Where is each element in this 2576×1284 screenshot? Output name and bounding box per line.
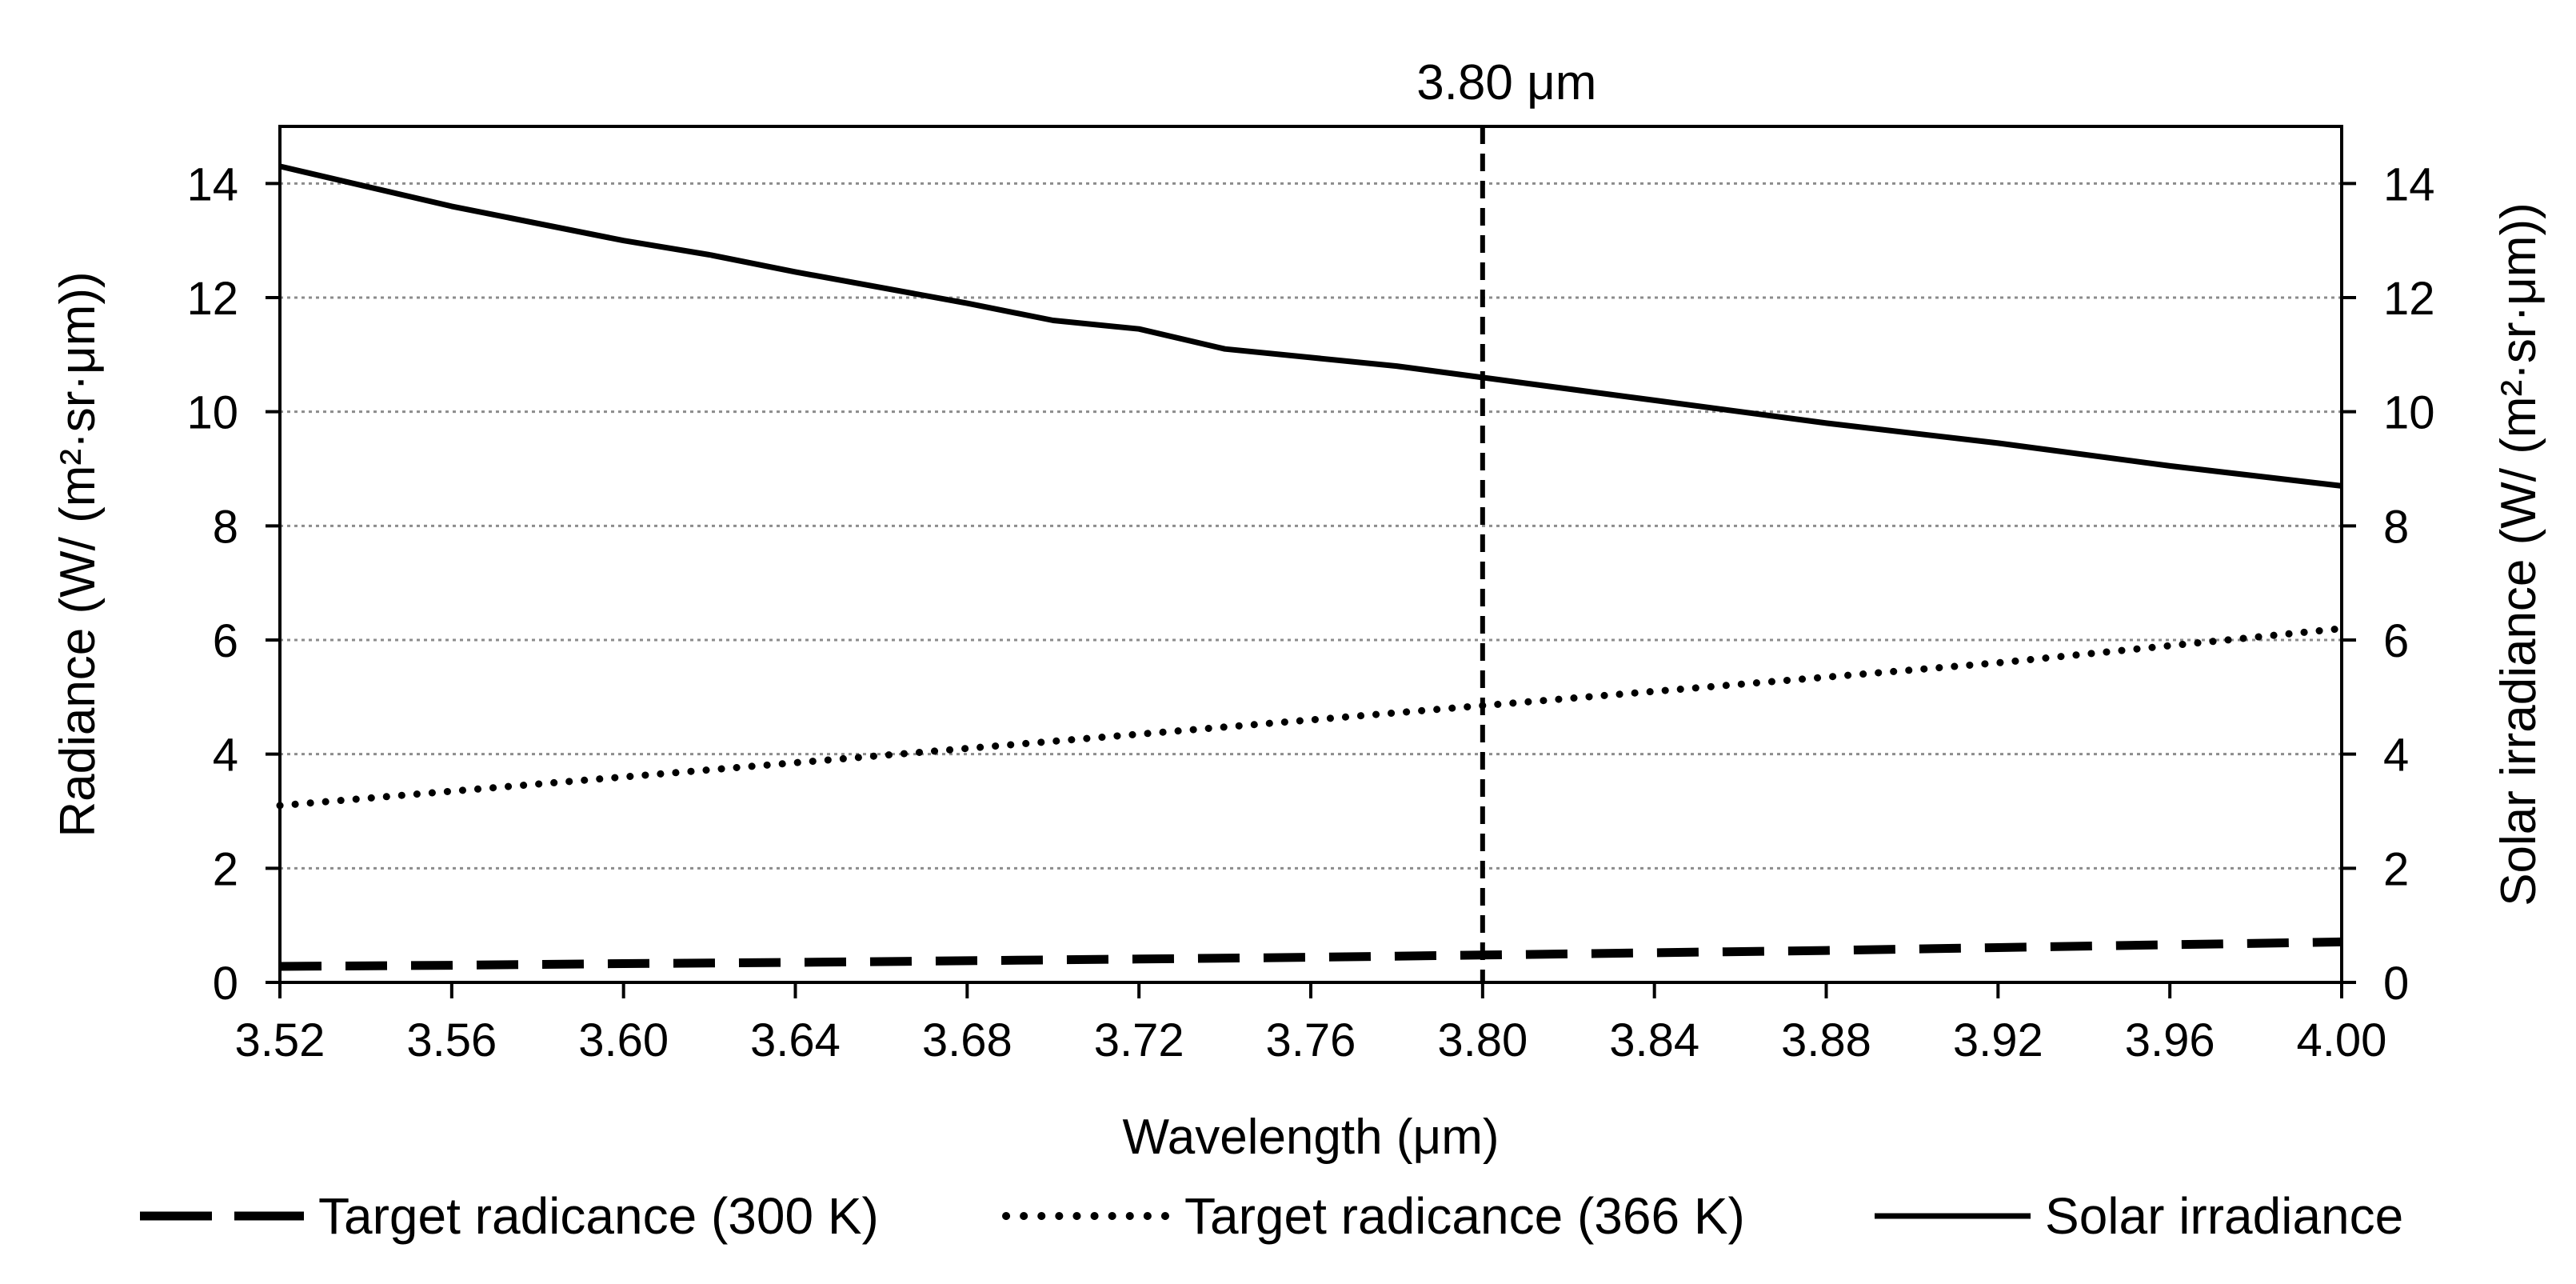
plot-area — [278, 125, 2343, 984]
y2-tick-label: 8 — [2383, 501, 2409, 553]
y-tick-label: 8 — [213, 501, 238, 553]
x-tick-label: 4.00 — [2297, 1014, 2387, 1066]
legend: Target radicance (300 K) Target radicance… — [140, 1187, 2403, 1245]
y2-tick-label: 0 — [2383, 958, 2409, 1010]
series-layer — [276, 163, 2346, 971]
legend-label: Solar irradiance — [2045, 1187, 2403, 1245]
series-line-dashed — [279, 937, 2342, 971]
x-tick-label: 3.56 — [406, 1014, 497, 1066]
x-axis-ticks: 3.52 3.56 3.60 3.64 3.68 3.72 3.76 3.80 3.84 3.88… — [235, 982, 2387, 1066]
grid-lines — [280, 182, 2342, 870]
x-tick-label: 3.88 — [1781, 1014, 1871, 1066]
y2-tick-label: 14 — [2383, 158, 2435, 210]
x-tick-label: 3.96 — [2125, 1014, 2215, 1066]
x-tick-label: 3.92 — [1953, 1014, 2043, 1066]
y-tick-label: 0 — [213, 958, 238, 1010]
y2-tick-label: 6 — [2383, 615, 2409, 667]
y2-tick-label: 2 — [2383, 843, 2409, 895]
x-tick-label: 3.72 — [1094, 1014, 1184, 1066]
y-tick-label: 14 — [186, 158, 238, 210]
x-tick-label: 3.76 — [1266, 1014, 1356, 1066]
series-line-dotted — [276, 625, 2346, 810]
y-tick-label: 2 — [213, 843, 238, 895]
x-tick-label: 3.68 — [922, 1014, 1012, 1066]
y-tick-label: 10 — [186, 387, 238, 439]
x-tick-label: 3.60 — [578, 1014, 669, 1066]
x-tick-label: 3.64 — [750, 1014, 841, 1066]
y2-axis-title: Solar irradiance (W/ (m²·sr·μm)) — [2491, 202, 2546, 906]
legend-label: Target radicance (300 K) — [318, 1187, 879, 1245]
annotation-label: 3.80 μm — [1416, 55, 1596, 110]
y2-tick-label: 10 — [2383, 387, 2435, 439]
x-tick-label: 3.52 — [235, 1014, 325, 1066]
legend-label: Target radicance (366 K) — [1184, 1187, 1745, 1245]
y2-tick-label: 12 — [2383, 273, 2435, 325]
y2-axis-ticks: 0 2 4 6 8 10 12 14 — [2342, 158, 2435, 1010]
x-tick-label: 3.84 — [1609, 1014, 1699, 1066]
x-tick-label: 3.80 — [1437, 1014, 1528, 1066]
x-axis-title: Wavelength (μm) — [1123, 1110, 1500, 1165]
y-tick-label: 4 — [213, 730, 238, 782]
y-tick-label: 6 — [213, 615, 238, 667]
series-line-solid — [279, 163, 2342, 489]
y-axis-title: Radiance (W/ (m²·sr·μm)) — [50, 271, 106, 837]
y-axis-ticks: 0 2 4 6 8 10 12 14 — [186, 158, 280, 1010]
y-tick-label: 12 — [186, 273, 238, 325]
y2-tick-label: 4 — [2383, 730, 2409, 782]
